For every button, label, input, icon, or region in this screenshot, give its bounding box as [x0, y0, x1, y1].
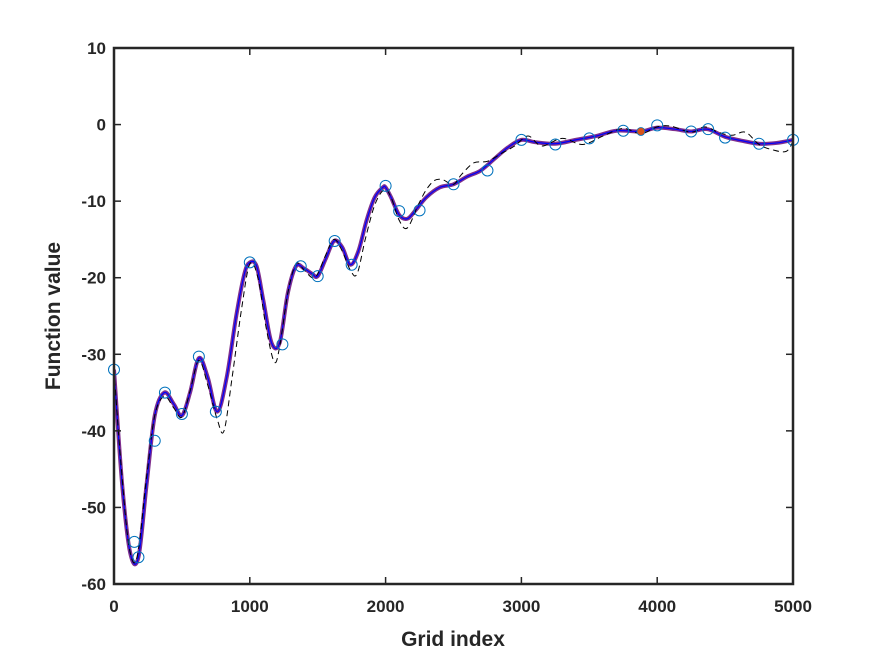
sample-point-marker [651, 119, 664, 132]
sample-point-marker [132, 551, 145, 564]
y-tick-label: -20 [81, 269, 106, 288]
sample-point-marker [719, 131, 732, 144]
y-axis-label: Function value [42, 242, 65, 390]
x-axis-label: Grid index [401, 628, 505, 651]
y-tick-label: -60 [81, 575, 106, 594]
series-group [114, 125, 793, 567]
sample-point-marker [243, 256, 256, 269]
plot-area [114, 48, 793, 584]
sample-point-marker [481, 164, 494, 177]
y-tick-label: -50 [81, 498, 106, 517]
sample-point-marker [192, 350, 205, 363]
y-tick-label: 0 [97, 116, 106, 135]
sample-point-marker [294, 260, 307, 273]
sample-point-marker [379, 179, 392, 192]
x-tick-label: 4000 [638, 597, 676, 616]
sample-point-marker [328, 234, 341, 247]
sample-point-marker [685, 125, 698, 138]
sample-point-marker [447, 178, 460, 191]
sample-point-marker [158, 386, 171, 399]
x-tick-label: 0 [109, 597, 118, 616]
y-tick-label: -40 [81, 422, 106, 441]
sample-point-marker [753, 137, 766, 150]
sample-point-marker [617, 124, 630, 137]
sample-point-marker [583, 132, 596, 145]
x-tick-label: 1000 [231, 597, 269, 616]
sample-point-marker [128, 535, 141, 548]
axes-box [112, 46, 795, 586]
sample-point-marker [148, 434, 161, 447]
y-tick-label: -30 [81, 345, 106, 364]
sample-point-marker [311, 270, 324, 283]
plot-layer [108, 119, 799, 567]
sample-point-marker [209, 405, 222, 418]
y-tick-label: -10 [81, 192, 106, 211]
x-tick-label: 2000 [367, 597, 405, 616]
sample-point-marker [413, 204, 426, 217]
sample-point-marker [549, 138, 562, 151]
x-tick-label: 3000 [502, 597, 540, 616]
sample-point-marker [345, 258, 358, 271]
dashed-series-line [114, 125, 793, 564]
sample-point-marker [515, 133, 528, 146]
highlight-point-marker [636, 127, 646, 136]
y-tick-label: 10 [87, 39, 106, 58]
sample-point-marker [276, 338, 289, 351]
axes-layer: 0 1000 2000 3000 4000 5000 10 0 -10 -20 -30 -40 -50 -… [81, 39, 811, 616]
x-tick-label: 5000 [774, 597, 812, 616]
sample-point-marker [175, 408, 188, 421]
sample-point-marker [393, 205, 406, 218]
sample-point-marker [702, 123, 715, 136]
